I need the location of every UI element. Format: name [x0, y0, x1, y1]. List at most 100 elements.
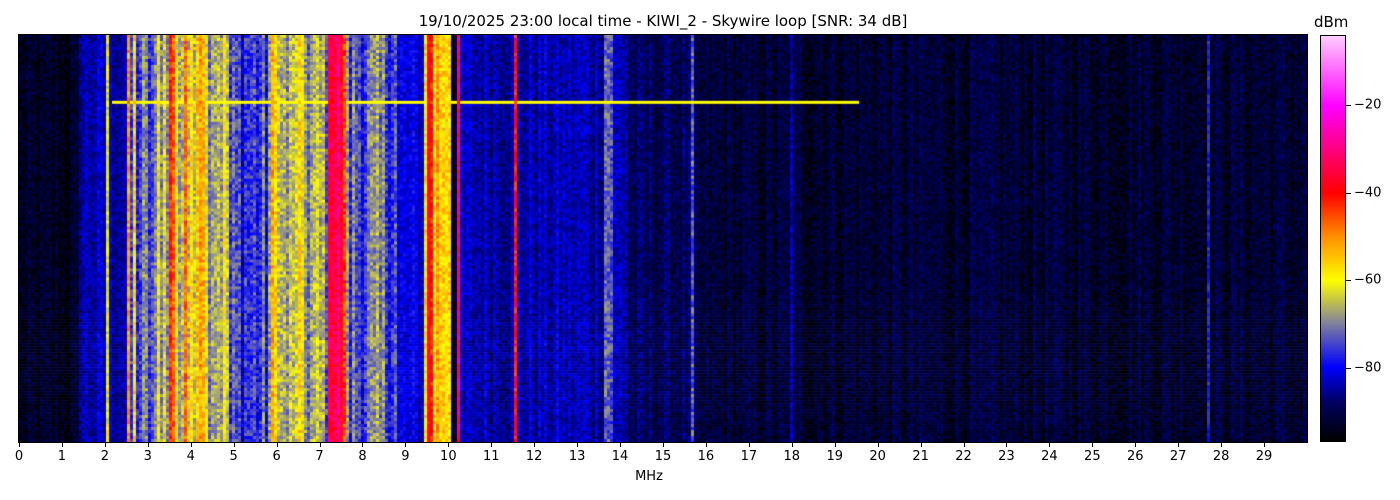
x-tick: [1221, 442, 1223, 447]
signal-band-22: [514, 35, 517, 442]
x-tick: [319, 442, 321, 447]
x-tick-label: 0: [14, 449, 24, 464]
signal-band-20: [457, 35, 461, 442]
x-tick-label: 13: [568, 449, 586, 464]
x-tick: [1264, 442, 1266, 447]
x-tick: [362, 442, 364, 447]
x-tick-label: 9: [401, 449, 410, 464]
x-tick-label: 7: [315, 449, 324, 464]
x-axis: 0 1 2 3 4 5 6 7 8 9 10 11 12 13 14 15 16 17 18 19 20 21 22 23 24…: [15, 442, 1307, 472]
signal-band-8: [183, 35, 187, 442]
x-tick: [577, 442, 579, 447]
colorbar-tick: [1346, 105, 1351, 107]
signal-band-0: [19, 35, 79, 442]
x-tick-label: 21: [912, 449, 929, 464]
x-tick-label: 17: [740, 449, 758, 464]
signal-band-3: [126, 35, 156, 442]
x-tick: [834, 442, 836, 447]
signal-band-23: [518, 35, 629, 442]
signal-band-6: [156, 35, 229, 442]
x-tick-label: 23: [998, 449, 1015, 464]
colorbar: [1320, 35, 1346, 442]
x-tick-label: 12: [525, 449, 543, 464]
signal-band-10: [229, 35, 268, 442]
x-tick: [276, 442, 278, 447]
x-tick-label: 4: [186, 449, 195, 464]
x-tick: [1135, 442, 1137, 447]
signal-band-4: [127, 35, 130, 442]
x-tick-label: 5: [229, 449, 238, 464]
signal-band-11: [268, 35, 328, 442]
x-tick: [920, 442, 922, 447]
x-tick: [61, 442, 63, 447]
x-tick-label: 27: [1169, 449, 1187, 464]
signal-band-15: [332, 35, 341, 442]
x-tick: [877, 442, 879, 447]
signal-band-21: [461, 35, 513, 442]
colorbar-tick: [1346, 367, 1351, 369]
x-tick-label: 16: [697, 449, 715, 464]
signal-band-17: [397, 35, 423, 442]
x-tick: [534, 442, 536, 447]
x-tick-label: 1: [57, 449, 67, 464]
x-tick-label: 28: [1212, 449, 1230, 464]
signal-band-2: [106, 35, 109, 442]
signal-band-16: [347, 35, 396, 442]
colorbar-tick-label: −20: [1354, 97, 1382, 113]
colorbar-tick: [1346, 192, 1351, 194]
x-tick-label: 14: [611, 449, 629, 464]
signal-band-12: [272, 35, 278, 442]
x-tick: [405, 442, 407, 447]
signal-band-1: [79, 35, 126, 442]
x-tick: [791, 442, 793, 447]
colorbar-tick-label: −40: [1354, 185, 1382, 201]
x-tick-label: 19: [826, 449, 843, 464]
waterfall-canvas: [19, 35, 1307, 442]
x-tick: [190, 442, 192, 447]
signal-band-25: [603, 35, 614, 442]
x-tick: [705, 442, 707, 447]
x-tick-label: 6: [272, 449, 281, 464]
signal-bands: [19, 35, 1307, 442]
x-tick-label: 24: [1041, 449, 1058, 464]
x-tick: [147, 442, 149, 447]
signal-band-19: [426, 35, 432, 442]
signal-band-18: [423, 35, 451, 442]
colorbar-label: dBm: [1314, 13, 1349, 31]
signal-band-29: [1206, 35, 1209, 442]
colorbar-tick-label: −60: [1354, 272, 1382, 288]
colorbar-tick: [1346, 280, 1351, 282]
x-tick-label: 26: [1126, 449, 1144, 464]
x-tick-label: 25: [1084, 449, 1101, 464]
signal-band-14: [328, 35, 347, 442]
x-tick-label: 3: [143, 449, 152, 464]
signal-band-7: [169, 35, 174, 442]
x-tick-label: 2: [100, 449, 109, 464]
x-tick: [1049, 442, 1051, 447]
signal-band-26: [629, 35, 693, 442]
chart-title: 19/10/2025 23:00 local time - KIWI_2 - S…: [418, 12, 908, 30]
x-tick: [620, 442, 622, 447]
x-tick: [1006, 442, 1008, 447]
signal-band-13: [296, 35, 300, 442]
signal-band-5: [134, 35, 137, 442]
x-tick: [233, 442, 235, 447]
x-tick-label: 11: [482, 449, 500, 464]
signal-band-28: [790, 35, 793, 442]
signal-band-9: [196, 35, 206, 442]
x-tick-label: 18: [783, 449, 801, 464]
x-tick: [748, 442, 750, 447]
x-axis-label: MHz: [635, 469, 663, 484]
x-tick: [448, 442, 450, 447]
x-tick: [491, 442, 493, 447]
x-tick: [963, 442, 965, 447]
x-tick-label: 20: [869, 449, 886, 464]
waterfall-plot: [19, 35, 1307, 442]
colorbar-tick-label: −80: [1354, 360, 1382, 376]
x-tick: [663, 442, 664, 447]
x-tick: [1178, 442, 1180, 447]
x-tick-label: 29: [1255, 449, 1273, 464]
x-tick: [104, 442, 106, 447]
x-tick-label: 8: [358, 449, 367, 464]
x-tick-label: 15: [654, 449, 672, 464]
